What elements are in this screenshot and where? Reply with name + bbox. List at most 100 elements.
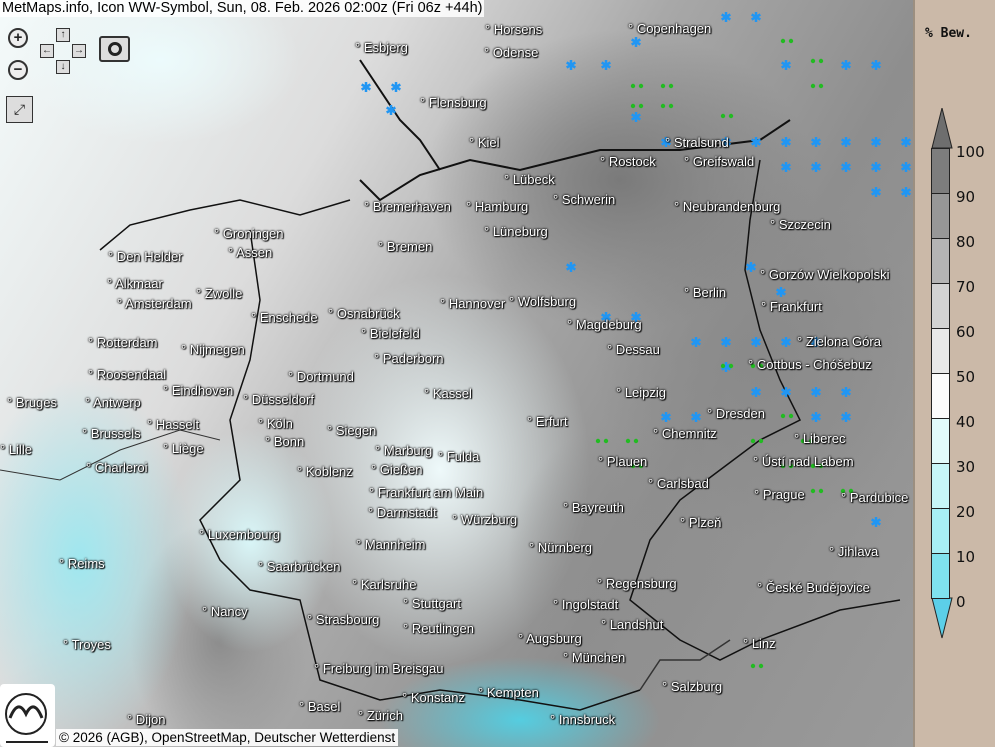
city-label: ° Wolfsburg <box>509 294 577 309</box>
pan-left-button[interactable]: ← <box>40 44 54 58</box>
city-name: Greifswald <box>692 154 755 169</box>
city-label: ° Bielefeld <box>361 326 420 341</box>
city-label: ° Paderborn <box>374 351 444 366</box>
city-name: Groningen <box>222 226 284 241</box>
city-name: Mannheim <box>364 537 426 552</box>
city-label: ° Frankfurt am Main <box>369 485 484 500</box>
snow-symbol <box>601 60 611 70</box>
city-label: ° Berlin <box>684 285 727 300</box>
city-name: Brussels <box>90 426 141 441</box>
city-name: Stuttgart <box>411 596 461 611</box>
city-name: Hasselt <box>155 417 200 432</box>
snow-symbol <box>661 137 671 147</box>
snow-symbol <box>566 262 576 272</box>
city-name: Düsseldorf <box>251 392 314 407</box>
city-name: Frankfurt am Main <box>377 485 484 500</box>
city-label: ° Carlsbad <box>648 476 709 491</box>
city-label: ° Hasselt <box>147 417 200 432</box>
snow-symbol <box>841 137 851 147</box>
city-name: Reutlingen <box>411 621 474 636</box>
city-label: ° Augsburg <box>518 631 582 646</box>
city-label: ° Leipzig <box>616 385 667 400</box>
city-name: Lille <box>8 442 32 457</box>
legend-tick-label: 40 <box>956 413 976 431</box>
city-label: ° Ingolstadt <box>553 597 619 612</box>
city-label: ° Lübeck <box>504 172 555 187</box>
legend-tick-label: 60 <box>956 323 976 341</box>
city-label: ° Nijmegen <box>181 342 245 357</box>
snow-symbol <box>781 162 791 172</box>
city-name: Chemnitz <box>661 426 717 441</box>
city-label: ° Zielona Góra <box>797 334 881 349</box>
city-label: ° Gießen <box>371 462 423 477</box>
pan-arrows-icon[interactable]: ↑ ← → ↓ <box>40 28 86 74</box>
city-name: Paderborn <box>382 351 444 366</box>
city-label: ° Luxembourg <box>199 527 281 542</box>
snow-symbol <box>811 337 821 347</box>
city-label: ° Strasbourg <box>307 612 380 627</box>
city-label: ° Szczecin <box>770 217 831 232</box>
city-name: Rostock <box>608 154 656 169</box>
city-name: Kempten <box>486 685 539 700</box>
drizzle-symbol <box>750 663 764 669</box>
drizzle-symbol <box>630 463 644 469</box>
city-label: ° Bayreuth <box>563 500 624 515</box>
legend-swatch <box>931 418 950 464</box>
city-label: ° Den Helder <box>108 249 183 264</box>
snow-symbol <box>721 337 731 347</box>
city-label: ° Hamburg <box>466 199 529 214</box>
city-label: ° Lüneburg <box>484 224 548 239</box>
city-label: ° Magdeburg <box>567 317 642 332</box>
pan-right-button[interactable]: → <box>72 44 86 58</box>
city-label: ° Reutlingen <box>403 621 474 636</box>
city-label: ° Troyes <box>63 637 111 652</box>
city-name: Jihlava <box>837 544 879 559</box>
city-name: Osnabrück <box>336 306 400 321</box>
city-name: Hannover <box>448 296 506 311</box>
city-name: Kassel <box>432 386 472 401</box>
zoom-in-icon[interactable]: + <box>8 28 28 48</box>
city-name: Konstanz <box>410 690 466 705</box>
drizzle-symbol <box>660 103 674 109</box>
snow-symbol <box>901 137 911 147</box>
snow-symbol <box>751 337 761 347</box>
city-name: Troyes <box>71 637 111 652</box>
drizzle-symbol <box>625 438 639 444</box>
city-name: Koblenz <box>305 464 353 479</box>
city-label: ° Dresden <box>707 406 765 421</box>
pan-up-button[interactable]: ↑ <box>56 28 70 42</box>
city-name: Schwerin <box>561 192 616 207</box>
drizzle-symbol <box>810 488 824 494</box>
drizzle-symbol <box>630 103 644 109</box>
city-label: ° Dijon <box>127 712 166 727</box>
fullscreen-icon[interactable]: ⤢ <box>6 96 33 123</box>
city-label: ° Hannover <box>440 296 506 311</box>
city-label: ° Copenhagen <box>628 21 712 36</box>
snow-symbol <box>691 337 701 347</box>
legend-tick-label: 100 <box>956 143 985 161</box>
pan-down-button[interactable]: ↓ <box>56 60 70 74</box>
city-label: ° Eindhoven <box>163 383 234 398</box>
legend-top-arrow <box>931 108 953 149</box>
legend-swatch <box>931 283 950 329</box>
city-name: Szczecin <box>778 217 831 232</box>
cloud-cover-legend: % Bew. 100 90 80 70 60 50 40 30 20 10 0 <box>913 0 995 747</box>
city-name: Cottbus - Chóšebuz <box>756 357 872 372</box>
city-name: Liège <box>171 441 204 456</box>
legend-tick-label: 20 <box>956 503 976 521</box>
city-label: ° Siegen <box>327 423 377 438</box>
city-name: Salzburg <box>670 679 723 694</box>
city-label: ° Nürnberg <box>529 540 593 555</box>
snow-symbol <box>781 387 791 397</box>
snow-symbol <box>721 12 731 22</box>
weather-map[interactable]: ° Horsens ° Esbjerg ° Odense ° Copenhagen ° … <box>0 0 913 747</box>
city-label: ° Amsterdam <box>117 296 192 311</box>
camera-icon[interactable] <box>99 36 130 62</box>
city-label: ° Darmstadt <box>368 505 437 520</box>
city-name: Gießen <box>379 462 423 477</box>
drizzle-symbol <box>840 488 854 494</box>
snow-symbol <box>811 387 821 397</box>
zoom-out-icon[interactable]: − <box>8 60 28 80</box>
city-name: Bremerhaven <box>372 199 451 214</box>
snow-symbol <box>811 162 821 172</box>
